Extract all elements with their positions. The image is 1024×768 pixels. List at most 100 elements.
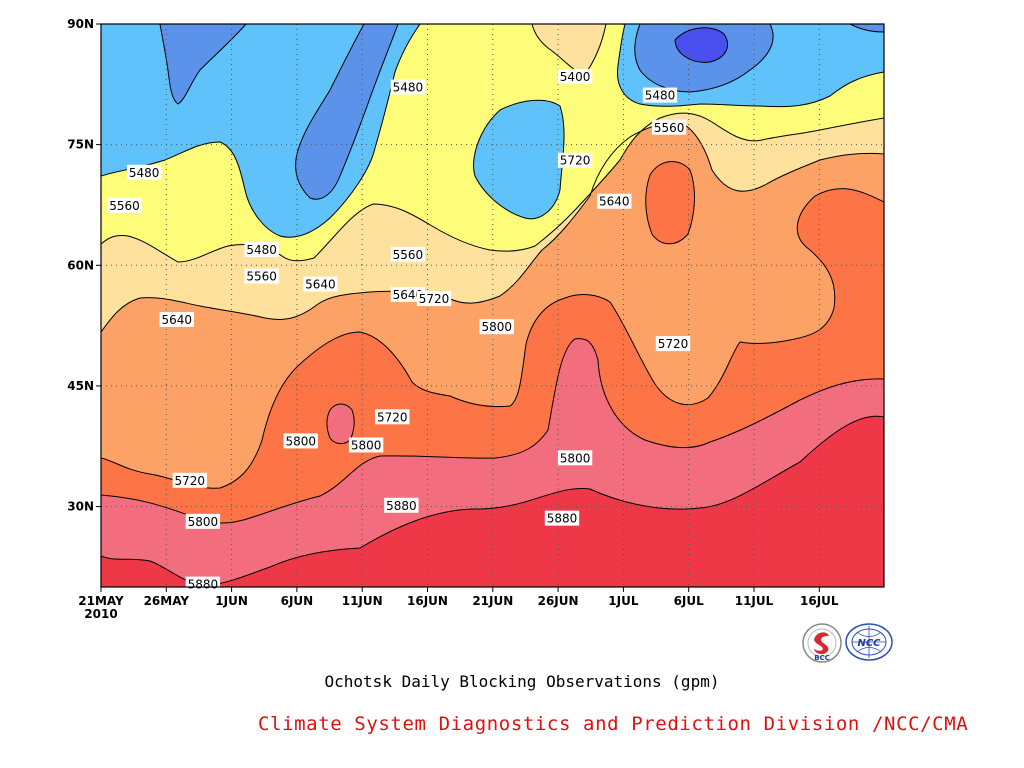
contour-label-bg <box>597 193 632 209</box>
grid-lines <box>101 24 884 587</box>
contour-label-bg <box>390 287 426 303</box>
x-tick-label: 21JUN <box>472 594 513 608</box>
x-tick-label: 1JUN <box>215 594 248 608</box>
x-tick-label: 16JUL <box>800 594 839 608</box>
y-tick-label: 30N <box>67 500 94 514</box>
contour-label-text: 5640 <box>305 278 336 292</box>
contour-label-text: 5720 <box>419 292 450 306</box>
contour-label-bg <box>642 87 678 103</box>
contour-label-bg <box>375 409 410 425</box>
fill-5400-5480 <box>160 24 246 104</box>
y-tick-label: 90N <box>67 17 94 31</box>
contour-label-text: 5880 <box>547 512 578 526</box>
fill-5480-5560-b <box>473 100 565 219</box>
contour-labels: 5400 5480 5480 5480 5480 5560 5560 5560 5560 5640… <box>107 69 691 592</box>
contour-label-text: 5720 <box>377 410 408 424</box>
x-tick-label: 16JUN <box>407 594 448 608</box>
contour-label: 5880 <box>544 510 580 526</box>
x-year-label: 2010 <box>84 607 117 621</box>
x-tick-label: 21MAY <box>78 594 124 608</box>
contour-label-text: 5480 <box>645 89 676 103</box>
contour-label-text: 5560 <box>246 270 277 284</box>
contour-label-bg <box>557 69 593 85</box>
contour-label-text: 5400 <box>560 70 591 84</box>
contour-label: 5480 <box>126 164 162 180</box>
x-tick-label: 26JUN <box>538 594 579 608</box>
contour-label-bg <box>390 246 426 262</box>
credit-line: Climate System Diagnostics and Predictio… <box>258 713 969 735</box>
svg-text:BCC: BCC <box>814 654 830 662</box>
contour-label-text: 5480 <box>393 81 424 95</box>
fill-5800-5880-island <box>645 161 695 244</box>
x-tick-label: 11JUN <box>342 594 383 608</box>
contour-label: 5560 <box>107 197 142 213</box>
contour-label: 5560 <box>651 119 687 135</box>
contour-label: 5800 <box>283 433 319 449</box>
contour-label-bg <box>384 497 419 513</box>
contour-label: 5480 <box>642 87 678 103</box>
contour-label-text: 5720 <box>175 474 206 488</box>
contour-label: 5800 <box>348 437 384 453</box>
bcc-logo: BCC <box>802 623 842 663</box>
fill-5560-5640-island <box>532 24 606 76</box>
contour-label-text: 5560 <box>654 121 685 135</box>
contour-label-text: 5560 <box>393 248 424 262</box>
contour-label: 5800 <box>557 450 593 466</box>
contour-label-bg <box>655 336 691 352</box>
contour-label: 5880 <box>185 576 221 592</box>
contour-label-bg <box>159 311 194 327</box>
contour-label-bg <box>244 242 279 258</box>
contour-label-text: 5480 <box>129 166 160 180</box>
y-tick-label: 60N <box>67 258 94 272</box>
contour-label-text: 5800 <box>560 451 591 465</box>
fill-5400-5480-b <box>295 24 398 200</box>
contour-label-bg <box>557 152 593 168</box>
contour-fills <box>101 24 884 587</box>
contour-label-text: 5640 <box>393 288 424 302</box>
contour-label-bg <box>185 576 221 592</box>
y-tick-label: 75N <box>67 138 94 152</box>
x-tick-label: 26MAY <box>144 594 190 608</box>
contour-label: 5640 <box>597 193 632 209</box>
contour-label-bg <box>126 164 162 180</box>
x-tick-label: 6JUL <box>674 594 705 608</box>
contour-label: 5720 <box>172 472 208 488</box>
contour-label: 5480 <box>244 242 279 258</box>
contour-label-text: 5720 <box>658 337 689 351</box>
contour-label: 5640 <box>303 276 338 292</box>
contour-label-text: 5880 <box>188 578 219 592</box>
contour-label-text: 5880 <box>386 499 417 513</box>
contour-label: 5480 <box>390 79 426 95</box>
contour-label-bg <box>557 450 593 466</box>
contour-label-bg <box>479 319 514 335</box>
contour-label-text: 5800 <box>188 515 219 529</box>
y-tick-label: 45N <box>67 379 94 393</box>
contour-label: 5720 <box>655 336 691 352</box>
contour-label-bg <box>348 437 384 453</box>
contour-label-bg <box>172 472 208 488</box>
contour-label: 5640 <box>390 287 426 303</box>
contour-label-text: 5800 <box>481 320 512 334</box>
x-tick-label: 6JUN <box>281 594 314 608</box>
contour-label: 5880 <box>384 497 419 513</box>
contour-label: 5560 <box>244 268 279 284</box>
fill-5400-5480-d <box>850 24 884 32</box>
contour-label-text: 5640 <box>599 195 630 209</box>
svg-text:NCC: NCC <box>857 638 881 649</box>
x-tick-label: 11JUL <box>735 594 774 608</box>
chart-title: Ochotsk Daily Blocking Observations (gpm… <box>324 672 720 691</box>
contour-label-bg <box>416 291 452 307</box>
contour-label: 5720 <box>557 152 593 168</box>
contour-label-text: 5560 <box>109 199 140 213</box>
contour-label-bg <box>244 268 279 284</box>
contour-label: 5720 <box>375 409 410 425</box>
contour-label-bg <box>544 510 580 526</box>
contour-label-bg <box>283 433 319 449</box>
contour-label-text: 5800 <box>286 434 317 448</box>
contour-label-bg <box>651 119 687 135</box>
contour-label-bg <box>390 79 426 95</box>
x-tick-label: 1JUL <box>608 594 639 608</box>
contour-label-bg <box>185 513 221 529</box>
contour-label-bg <box>303 276 338 292</box>
